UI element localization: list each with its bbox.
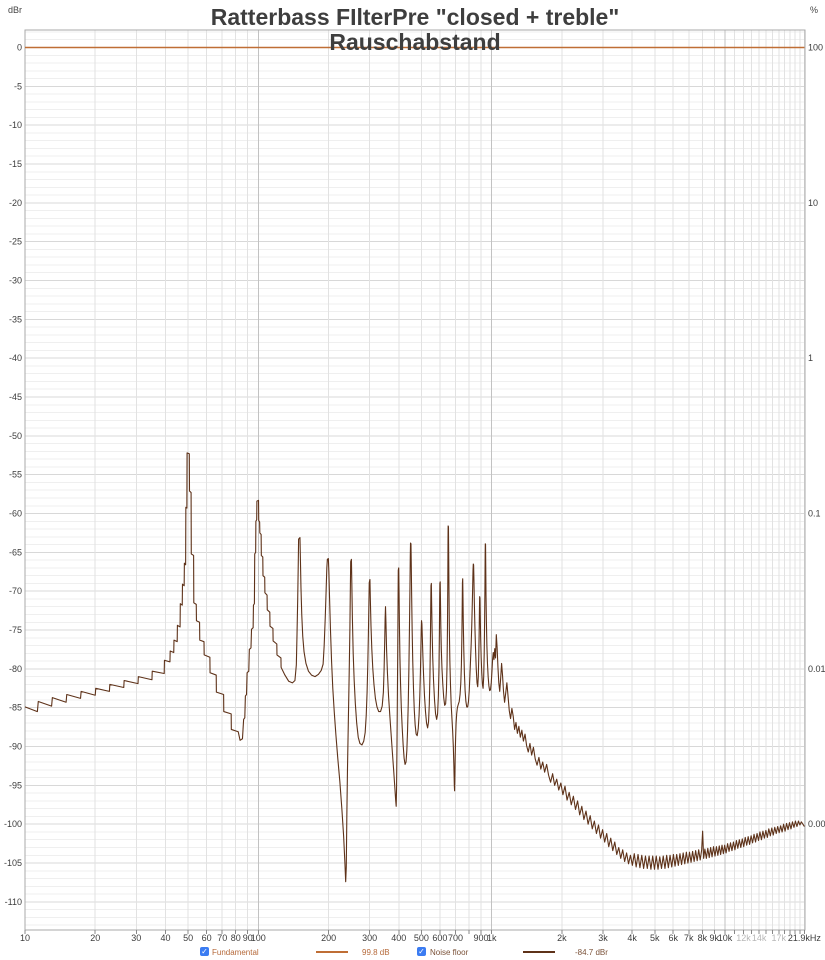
right-axis-unit: % [810, 5, 819, 15]
svg-text:-80: -80 [9, 664, 22, 674]
svg-text:0.1: 0.1 [808, 509, 821, 519]
svg-text:14k: 14k [752, 933, 767, 943]
y-axis-labels-left: 0 -5 -10 -15 -20 -25 -30 -35 -40 -45 -50 -55 -60 -65 -… [4, 43, 22, 907]
svg-text:0: 0 [17, 43, 22, 53]
svg-text:-30: -30 [9, 276, 22, 286]
left-axis-unit: dBr [8, 5, 23, 15]
svg-text:-40: -40 [9, 353, 22, 363]
svg-text:80: 80 [231, 933, 241, 943]
svg-text:8k: 8k [698, 933, 708, 943]
svg-text:-85: -85 [9, 703, 22, 713]
noise-floor-trace [24, 452, 805, 883]
svg-text:300: 300 [362, 933, 377, 943]
svg-text:400: 400 [391, 933, 406, 943]
fundamental-level-readout: 99.8 dB [362, 948, 390, 957]
svg-text:10: 10 [20, 933, 30, 943]
svg-text:1k: 1k [487, 933, 497, 943]
svg-text:900: 900 [473, 933, 488, 943]
legend-label-noise-floor[interactable]: Noise floor [430, 948, 469, 957]
noise-floor-checkbox-icon[interactable]: ✓ [417, 947, 426, 956]
svg-text:40: 40 [160, 933, 170, 943]
svg-text:6k: 6k [668, 933, 678, 943]
svg-text:10: 10 [808, 198, 818, 208]
svg-text:10k: 10k [718, 933, 733, 943]
y-axis-labels-right: 100 10 1 0.1 0.01 0.001 [808, 43, 825, 830]
svg-text:-65: -65 [9, 547, 22, 557]
svg-text:0.01: 0.01 [808, 664, 825, 674]
svg-text:17k: 17k [772, 933, 787, 943]
svg-text:-100: -100 [4, 819, 22, 829]
svg-text:4k: 4k [627, 933, 637, 943]
noise-floor-line-swatch [523, 951, 555, 953]
svg-text:50: 50 [183, 933, 193, 943]
svg-text:100: 100 [808, 43, 823, 53]
svg-text:-5: -5 [14, 81, 22, 91]
svg-text:3k: 3k [598, 933, 608, 943]
svg-text:500: 500 [414, 933, 429, 943]
svg-text:9k: 9k [710, 933, 720, 943]
svg-text:7k: 7k [684, 933, 694, 943]
svg-text:90: 90 [243, 933, 253, 943]
svg-text:-20: -20 [9, 198, 22, 208]
svg-text:20: 20 [90, 933, 100, 943]
legend-label-fundamental[interactable]: Fundamental [212, 948, 259, 957]
svg-text:-75: -75 [9, 625, 22, 635]
svg-text:-35: -35 [9, 314, 22, 324]
noise-floor-level-readout: -84.7 dBr [575, 948, 608, 957]
svg-text:0.001: 0.001 [808, 819, 825, 829]
svg-text:700: 700 [448, 933, 463, 943]
svg-text:1: 1 [808, 353, 813, 363]
svg-text:21.9kHz: 21.9kHz [788, 933, 822, 943]
x-axis-ticks [24, 930, 805, 934]
svg-text:-60: -60 [9, 509, 22, 519]
svg-text:100: 100 [251, 933, 266, 943]
x-grid [24, 30, 805, 930]
svg-text:5k: 5k [650, 933, 660, 943]
fundamental-line-swatch [316, 951, 348, 953]
svg-text:2k: 2k [557, 933, 567, 943]
svg-text:-25: -25 [9, 237, 22, 247]
svg-text:-105: -105 [4, 858, 22, 868]
plot-border [24, 29, 806, 931]
fundamental-checkbox-icon[interactable]: ✓ [200, 947, 209, 956]
y-grid [25, 31, 805, 926]
svg-text:12k: 12k [736, 933, 751, 943]
svg-text:60: 60 [202, 933, 212, 943]
svg-text:-15: -15 [9, 159, 22, 169]
svg-text:-50: -50 [9, 431, 22, 441]
svg-text:200: 200 [321, 933, 336, 943]
svg-text:30: 30 [131, 933, 141, 943]
svg-text:-95: -95 [9, 780, 22, 790]
svg-text:-70: -70 [9, 586, 22, 596]
svg-text:-45: -45 [9, 392, 22, 402]
svg-text:-110: -110 [5, 897, 22, 907]
svg-text:-55: -55 [9, 470, 22, 480]
svg-text:70: 70 [217, 933, 227, 943]
svg-text:-90: -90 [9, 742, 22, 752]
svg-text:600: 600 [432, 933, 447, 943]
svg-text:-10: -10 [9, 120, 22, 130]
